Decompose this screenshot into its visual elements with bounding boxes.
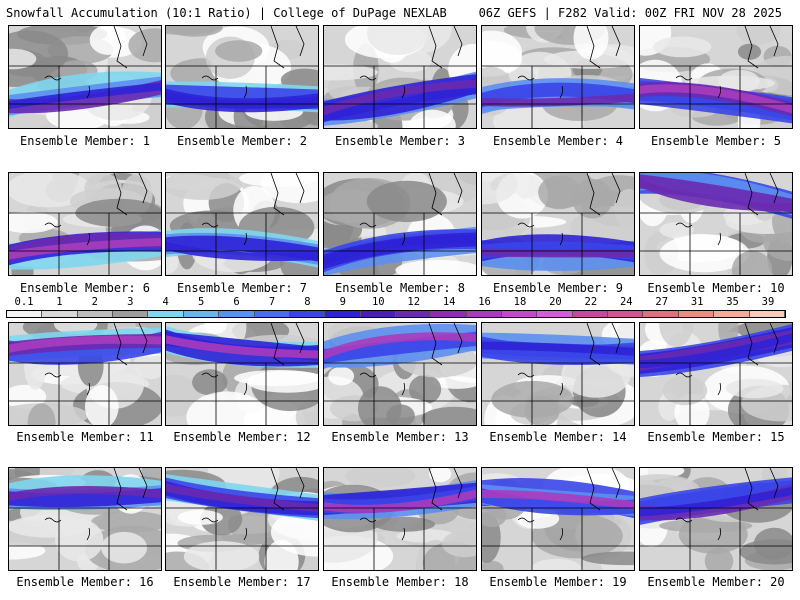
ensemble-member-label: Ensemble Member: 17 [173,575,311,589]
ensemble-member-label: Ensemble Member: 19 [489,575,627,589]
legend-tick-label: 18 [513,296,527,308]
ensemble-member-label: Ensemble Member: 12 [173,430,311,444]
ensemble-member-label: Ensemble Member: 5 [650,134,782,148]
legend-tick-label: 8 [304,296,311,308]
legend-tick-label: 0.1 [14,296,34,308]
ensemble-member-label: Ensemble Member: 9 [492,281,624,295]
ensemble-member-label: Ensemble Member: 3 [334,134,466,148]
legend-tick-label: 39 [761,296,775,308]
legend-tick-label: 31 [690,296,704,308]
legend-color-swatch [395,311,432,317]
legend-color-swatch [113,311,149,317]
ensemble-panel-1 [8,25,162,129]
legend-color-swatch [608,311,644,317]
ensemble-panel-19 [481,467,635,571]
ensemble-panel-10 [639,172,793,276]
ensemble-panel-8 [323,172,477,276]
legend-color-swatch [572,311,609,317]
legend-color-swatch [678,311,715,317]
ensemble-member-label: Ensemble Member: 2 [176,134,308,148]
legend-tick-label: 6 [233,296,240,308]
legend-tick-label: 12 [407,296,421,308]
legend-tick-label: 16 [478,296,491,308]
legend-color-swatch [466,311,503,317]
ensemble-panel-9 [481,172,635,276]
ensemble-member-label: Ensemble Member: 4 [492,134,624,148]
legend-tick-label: 7 [268,296,276,308]
ensemble-panel-16 [8,467,162,571]
ensemble-panel-18 [323,467,477,571]
ensemble-member-label: Ensemble Member: 20 [647,575,785,589]
ensemble-member-label: Ensemble Member: 8 [334,281,466,295]
legend-tick-label: 9 [339,296,347,308]
ensemble-member-label: Ensemble Member: 6 [19,281,151,295]
legend-color-swatch [42,311,78,317]
legend-color-bar [6,310,786,318]
legend-color-swatch [749,311,785,317]
ensemble-panel-12 [165,322,319,426]
legend-color-swatch [714,311,750,317]
ensemble-panel-6 [8,172,162,276]
ensemble-member-label: Ensemble Member: 16 [16,575,154,589]
ensemble-member-label: Ensemble Member: 11 [16,430,154,444]
ensemble-panel-17 [165,467,319,571]
model-run-info: 06Z GEFS | F282 Valid: 00Z FRI NOV 28 20… [478,6,782,20]
legend-color-swatch [219,311,255,317]
ensemble-panel-15 [639,322,793,426]
legend-color-swatch [254,311,290,317]
ensemble-panel-14 [481,322,635,426]
legend-color-swatch [643,311,679,317]
ensemble-member-label: Ensemble Member: 15 [647,430,785,444]
legend-tick-label: 3 [127,296,134,308]
ensemble-member-label: Ensemble Member: 18 [331,575,469,589]
legend-tick-label: 20 [549,296,562,308]
legend-color-swatch [148,311,184,317]
ensemble-panel-2 [165,25,319,129]
ensemble-panel-11 [8,322,162,426]
legend-color-swatch [360,311,396,317]
ensemble-member-label: Ensemble Member: 1 [19,134,151,148]
ensemble-member-label: Ensemble Member: 14 [489,430,627,444]
legend-tick-label: 2 [91,296,99,308]
legend-color-swatch [183,311,220,317]
ensemble-panel-20 [639,467,793,571]
ensemble-member-label: Ensemble Member: 10 [647,281,785,295]
legend-color-swatch [537,311,573,317]
legend-tick-label: 5 [197,296,205,308]
legend-tick-label: 4 [162,296,169,308]
legend-color-swatch [502,311,538,317]
color-scale-legend: 0.1 1 2 3 4 5 6 7 8 9 10 12 14 16 18 20 22 24 27 31 35 39 [6,296,786,318]
legend-color-swatch [325,311,361,317]
ensemble-panel-5 [639,25,793,129]
legend-tick-label: 22 [584,296,598,308]
legend-color-swatch [77,311,114,317]
legend-color-swatch [7,311,43,317]
legend-color-swatch [289,311,326,317]
ensemble-panel-4 [481,25,635,129]
ensemble-member-label: Ensemble Member: 13 [331,430,469,444]
legend-tick-label: 24 [619,296,633,308]
legend-tick-label: 1 [56,296,63,308]
ensemble-panel-13 [323,322,477,426]
ensemble-panel-7 [165,172,319,276]
ensemble-panel-3 [323,25,477,129]
legend-tick-label: 14 [442,296,456,308]
legend-color-swatch [431,311,467,317]
ensemble-member-label: Ensemble Member: 7 [176,281,308,295]
legend-tick-label: 27 [655,296,669,308]
map-title: Snowfall Accumulation (10:1 Ratio) | Col… [6,6,447,20]
legend-tick-label: 10 [371,296,385,308]
legend-tick-label: 35 [726,296,739,308]
